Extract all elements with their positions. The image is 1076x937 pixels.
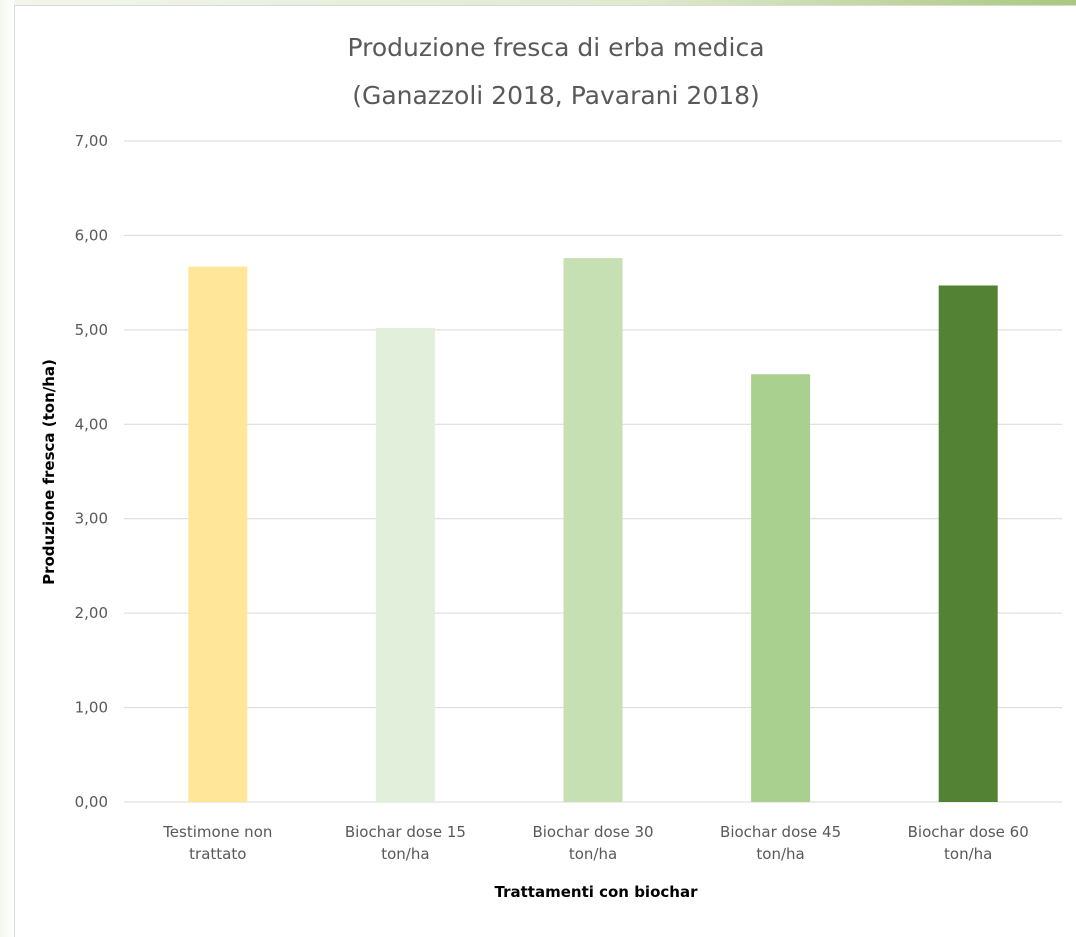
y-axis-tick-labels: 0,00 1,00 2,00 3,00 4,00 5,00 6,00 7,00 [75,132,108,811]
chart-title: Produzione fresca di erba medica (Ganazz… [347,33,764,110]
slide-left-accent [0,0,14,937]
bar[interactable] [563,258,623,802]
y-tick-label: 2,00 [75,604,108,622]
bar[interactable] [375,327,435,802]
y-tick-label: 4,00 [75,415,108,433]
x-category-label: Testimone non [162,823,272,841]
x-category-label: ton/ha [569,845,617,863]
y-tick-label: 5,00 [75,321,108,339]
y-tick-label: 7,00 [75,132,108,150]
x-axis-title: Trattamenti con biochar [495,883,699,901]
x-category-label: Biochar dose 15 [345,823,466,841]
bar-series [188,258,998,803]
y-tick-label: 6,00 [75,226,108,244]
x-category-label: Biochar dose 60 [908,823,1029,841]
x-category-label: ton/ha [944,845,992,863]
y-tick-label: 3,00 [75,510,108,528]
y-tick-label: 0,00 [75,793,108,811]
y-tick-label: 1,00 [75,699,108,717]
x-category-label: ton/ha [381,845,429,863]
slide-top-accent [0,0,1076,5]
bar[interactable] [751,374,811,802]
chart-subtitle-line: (Ganazzoli 2018, Pavarani 2018) [352,81,760,110]
x-axis-category-labels: Testimone non trattato Biochar dose 15 ton/… [162,823,1029,863]
y-axis-title: Produzione fresca (ton/ha) [40,359,58,585]
x-category-label: Biochar dose 30 [532,823,653,841]
bar[interactable] [938,285,998,802]
x-category-label: trattato [189,845,246,863]
bar[interactable] [188,266,248,803]
x-category-label: Biochar dose 45 [720,823,841,841]
chart-title-line: Produzione fresca di erba medica [347,33,764,62]
x-category-label: ton/ha [756,845,804,863]
